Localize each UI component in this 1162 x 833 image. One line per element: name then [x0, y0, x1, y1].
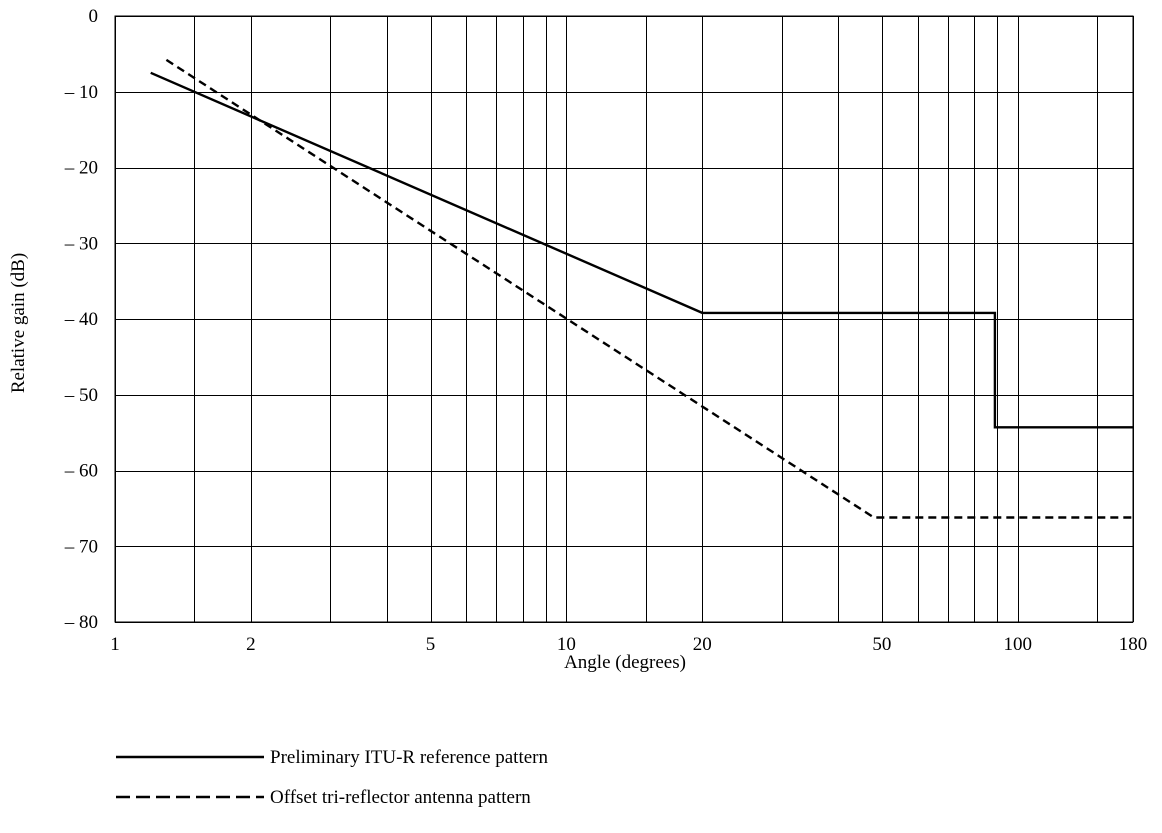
- x-tick-label: 2: [246, 634, 256, 655]
- x-tick-label: 10: [557, 634, 576, 655]
- y-tick-label: – 40: [64, 309, 98, 330]
- y-gridlines: [115, 16, 1133, 623]
- y-tick-label: – 10: [64, 82, 98, 103]
- x-tick-label: 20: [693, 634, 712, 655]
- y-tick-label: – 60: [64, 461, 98, 482]
- x-tick-label: 5: [426, 634, 436, 655]
- legend: Preliminary ITU-R reference pattern Offs…: [116, 747, 549, 808]
- series-layer: [150, 58, 1133, 519]
- legend-label-tri-reflector-pattern: Offset tri-reflector antenna pattern: [270, 787, 531, 808]
- y-tick-label: – 80: [64, 612, 98, 633]
- x-tick-label: 180: [1119, 634, 1148, 655]
- x-tick-label: 50: [872, 634, 891, 655]
- y-tick-label: – 50: [64, 385, 98, 406]
- plot-area-frame: [114, 15, 1134, 623]
- y-tick-label: 0: [89, 6, 99, 27]
- series-line-tri-reflector: [165, 58, 1133, 519]
- x-tick-label: 1: [110, 634, 120, 655]
- y-tick-label: – 20: [64, 158, 98, 179]
- x-axis-title: Angle (degrees): [564, 652, 686, 673]
- y-axis-title: Relative gain (dB): [8, 253, 29, 393]
- legend-label-reference-pattern: Preliminary ITU-R reference pattern: [270, 747, 549, 768]
- x-tick-label: 100: [1004, 634, 1033, 655]
- y-tick-label: – 30: [64, 233, 98, 254]
- series-line-reference: [150, 71, 1133, 429]
- y-tick-labels: 0 – 10 – 20 – 30 – 40 – 50 – 60 – 70 – 80: [64, 6, 98, 633]
- y-tick-label: – 70: [64, 536, 98, 557]
- x-tick-labels: 1 2 5 10 20 50 100 180: [110, 634, 1147, 655]
